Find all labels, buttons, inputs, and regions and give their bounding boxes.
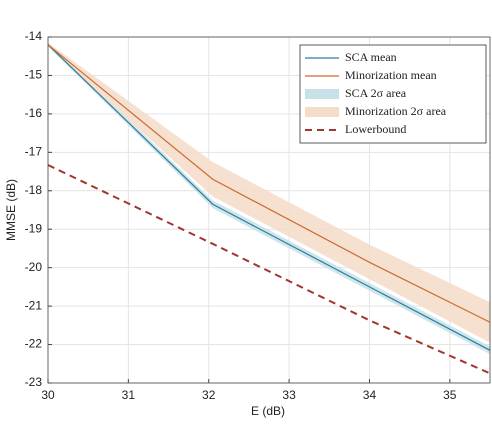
y-tick-label: -23 bbox=[25, 375, 43, 389]
series-line bbox=[47, 164, 491, 375]
y-tick-label: -19 bbox=[25, 221, 43, 235]
y-tick-label: -16 bbox=[25, 106, 43, 120]
y-tick-label: -21 bbox=[25, 298, 43, 312]
legend-label: Minorization mean bbox=[345, 68, 437, 82]
y-tick-label: -14 bbox=[25, 29, 43, 43]
legend-swatch bbox=[305, 107, 339, 117]
series-line bbox=[47, 44, 491, 351]
legend-label: SCA 2σ area bbox=[345, 86, 407, 100]
x-tick-label: 35 bbox=[443, 388, 457, 402]
x-tick-label: 34 bbox=[363, 388, 377, 402]
legend-label: Minorization 2σ area bbox=[345, 104, 447, 118]
plot-frame bbox=[47, 36, 491, 384]
y-tick-label: -17 bbox=[25, 145, 43, 159]
y-tick-label: -18 bbox=[25, 183, 43, 197]
x-axis-label: E (dB) bbox=[251, 404, 285, 418]
y-tick-label: -22 bbox=[25, 337, 43, 351]
x-tick-label: 33 bbox=[282, 388, 296, 402]
x-tick-label: 32 bbox=[202, 388, 216, 402]
x-tick-label: 30 bbox=[41, 388, 55, 402]
legend: SCA mean Minorization mean SCA 2σ area Mino… bbox=[299, 44, 487, 144]
legend-swatch bbox=[305, 89, 339, 99]
y-axis-label: MMSE (dB) bbox=[4, 179, 18, 241]
x-tick-label: 31 bbox=[122, 388, 136, 402]
y-tick-label: -20 bbox=[25, 260, 43, 274]
legend-label: SCA mean bbox=[345, 50, 397, 64]
y-tick-label: -15 bbox=[25, 68, 43, 82]
legend-label: Lowerbound bbox=[345, 122, 406, 136]
series-line bbox=[47, 44, 491, 323]
